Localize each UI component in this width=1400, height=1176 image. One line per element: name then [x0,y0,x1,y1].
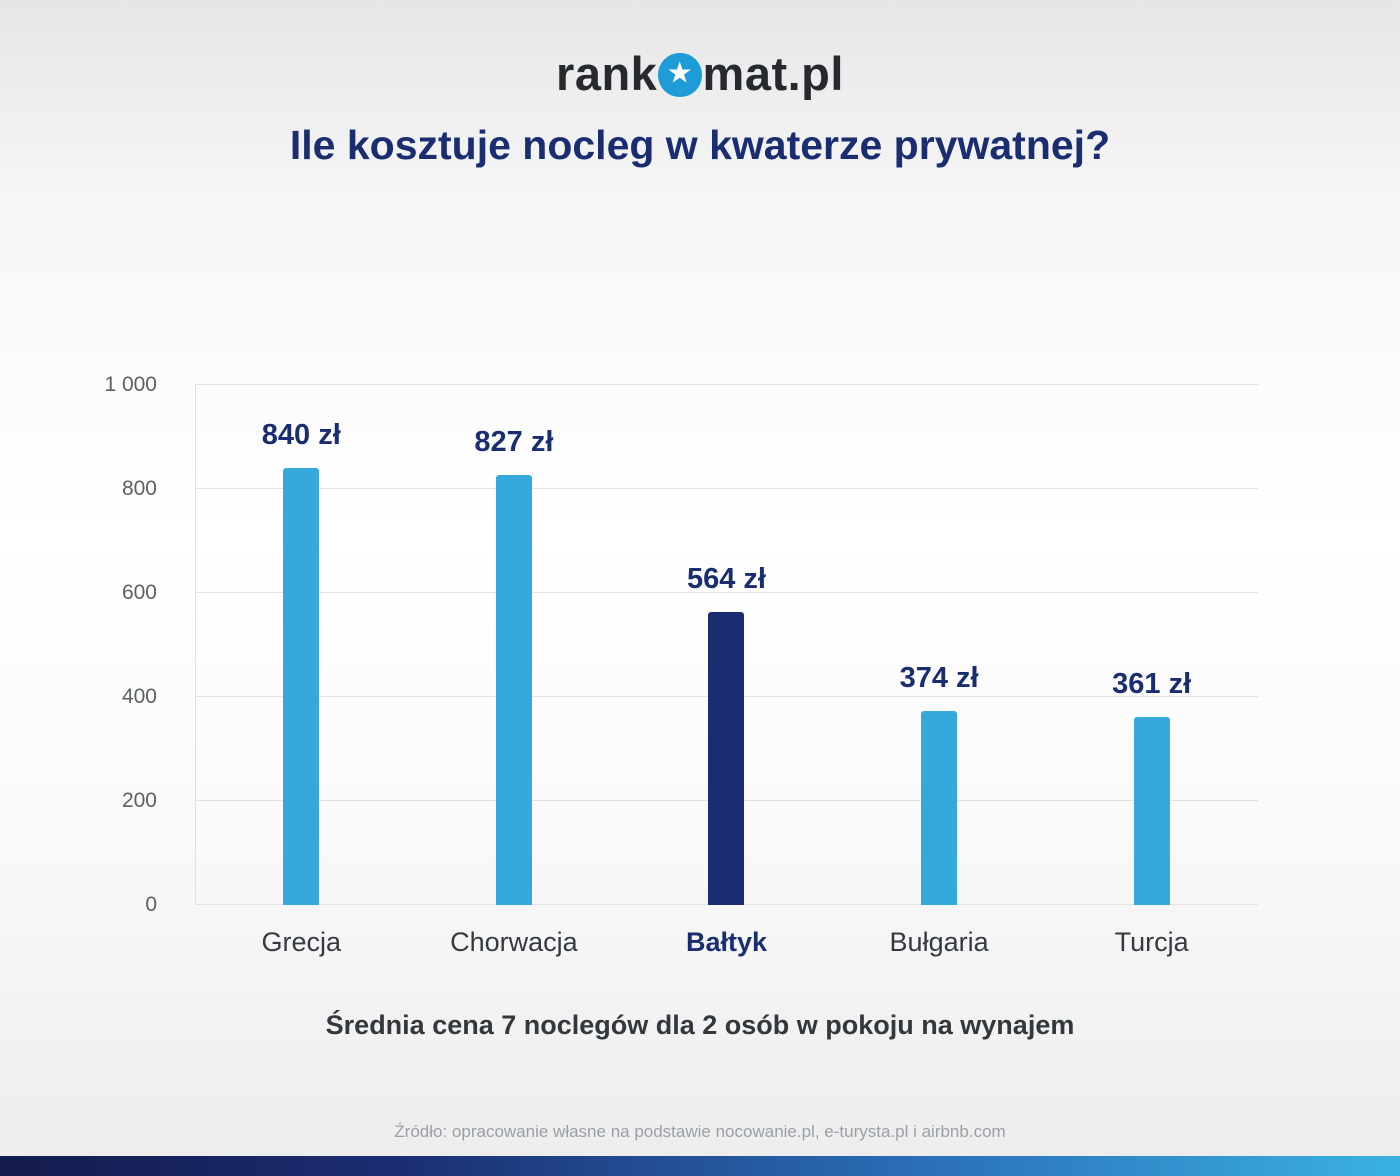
category-label: Bułgaria [889,927,989,957]
y-tick-label: 200 [121,788,157,812]
plot-area: 0 200 400 600 800 1 000 840 zł 827 zł 564 zł 374… [104,373,1258,916]
star-icon: ★ [666,57,694,90]
gridline: 800 [122,477,1258,500]
bar [283,468,320,905]
category-label: Grecja [261,927,342,957]
bar-column: 361 zł [1045,385,1258,905]
page-title: Ile kosztuje nocleg w kwaterze prywatnej… [289,122,1111,168]
bar-value-label: 374 zł [899,661,979,694]
gridline: 600 [122,581,1258,604]
logo: rank ★ mat.pl [0,46,1400,101]
bar-column: 827 zł [408,385,621,905]
category-label: Turcja [1114,927,1189,957]
bar [708,611,745,905]
bar [1133,717,1170,905]
y-tick-label: 800 [121,476,157,500]
bar-value-label: 361 zł [1112,668,1192,701]
y-tick-label: 0 [145,892,157,916]
source-note: Źródło: opracowanie własne na podstawie … [394,1122,1006,1141]
gridline: 1 000 [104,373,1258,396]
categories: Grecja Chorwacja Bałtyk Bułgaria Turcja [195,927,1258,958]
y-tick-label: 400 [121,684,157,708]
bottom-gradient-bar [0,1156,1400,1176]
bar-column: 374 zł [833,385,1046,905]
chart-subtitle: Średnia cena 7 noclegów dla 2 osób w pok… [325,1010,1075,1040]
y-tick-label: 1 000 [104,372,157,396]
logo-text-prefix: rank [556,47,658,100]
bar-value-label: 827 zł [474,425,554,458]
logo-text-suffix: mat.pl [702,47,844,100]
category-label: Chorwacja [450,927,578,957]
category-label: Bałtyk [685,927,767,957]
bar [921,710,958,905]
y-axis-line [195,385,196,905]
bar-value-label: 840 zł [261,419,341,452]
logo-star-icon: ★ [658,53,702,97]
bars: 840 zł 827 zł 564 zł 374 zł 361 zł [195,385,1258,905]
bar-column: 840 zł [195,385,408,905]
bar [495,474,532,905]
y-tick-label: 600 [121,580,157,604]
bar-column: 564 zł [620,385,833,905]
bar-value-label: 564 zł [686,562,766,595]
